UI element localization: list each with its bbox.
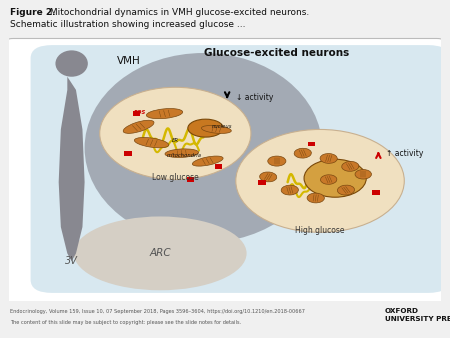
Ellipse shape bbox=[320, 153, 338, 163]
Circle shape bbox=[236, 129, 404, 232]
Ellipse shape bbox=[307, 193, 324, 203]
Ellipse shape bbox=[85, 53, 322, 243]
Ellipse shape bbox=[355, 170, 371, 179]
Bar bbox=[133, 111, 140, 116]
Ellipse shape bbox=[281, 185, 298, 195]
Text: Endocrinology, Volume 159, Issue 10, 07 September 2018, Pages 3596–3604, https:/: Endocrinology, Volume 159, Issue 10, 07 … bbox=[10, 309, 305, 314]
Ellipse shape bbox=[192, 156, 223, 166]
Text: The content of this slide may be subject to copyright: please see the slide note: The content of this slide may be subject… bbox=[10, 320, 241, 325]
Bar bbox=[258, 180, 266, 185]
Ellipse shape bbox=[342, 162, 359, 171]
Bar bbox=[215, 164, 222, 169]
FancyBboxPatch shape bbox=[3, 39, 447, 305]
Bar bbox=[307, 142, 315, 146]
Text: OXFORD
UNIVERSITY PRESS: OXFORD UNIVERSITY PRESS bbox=[385, 308, 450, 322]
FancyBboxPatch shape bbox=[31, 45, 450, 293]
Polygon shape bbox=[58, 77, 85, 261]
Text: ↓ activity: ↓ activity bbox=[236, 93, 273, 102]
Ellipse shape bbox=[202, 125, 231, 134]
Ellipse shape bbox=[135, 138, 169, 148]
Text: High glucose: High glucose bbox=[295, 226, 345, 235]
Text: 3V: 3V bbox=[65, 256, 78, 266]
Ellipse shape bbox=[338, 185, 355, 195]
Text: VMH: VMH bbox=[117, 56, 141, 66]
Text: Schematic illustration showing increased glucose ...: Schematic illustration showing increased… bbox=[10, 20, 245, 29]
Ellipse shape bbox=[320, 175, 337, 184]
Text: Mitochondrial dynamics in VMH glucose-excited neurons.: Mitochondrial dynamics in VMH glucose-ex… bbox=[47, 8, 309, 18]
Circle shape bbox=[100, 87, 251, 179]
Text: nucleus: nucleus bbox=[212, 124, 233, 129]
Bar bbox=[372, 190, 380, 195]
Ellipse shape bbox=[260, 172, 277, 182]
Text: Low glucose: Low glucose bbox=[152, 173, 199, 182]
Text: mitochondria: mitochondria bbox=[166, 153, 202, 158]
Ellipse shape bbox=[268, 156, 286, 166]
Bar bbox=[124, 151, 132, 155]
Circle shape bbox=[304, 159, 366, 197]
Bar bbox=[187, 177, 194, 182]
Text: ARC: ARC bbox=[149, 248, 171, 258]
Ellipse shape bbox=[123, 120, 154, 134]
Ellipse shape bbox=[294, 148, 311, 158]
Ellipse shape bbox=[74, 216, 247, 290]
Text: Glucose-excited neurons: Glucose-excited neurons bbox=[204, 48, 350, 58]
Text: Figure 2.: Figure 2. bbox=[10, 8, 55, 18]
Text: ROS: ROS bbox=[133, 110, 146, 115]
Ellipse shape bbox=[165, 149, 198, 158]
Ellipse shape bbox=[55, 50, 88, 77]
Text: ER: ER bbox=[172, 138, 179, 143]
Ellipse shape bbox=[188, 119, 223, 137]
Text: ↑ activity: ↑ activity bbox=[386, 149, 423, 158]
Ellipse shape bbox=[146, 108, 183, 119]
